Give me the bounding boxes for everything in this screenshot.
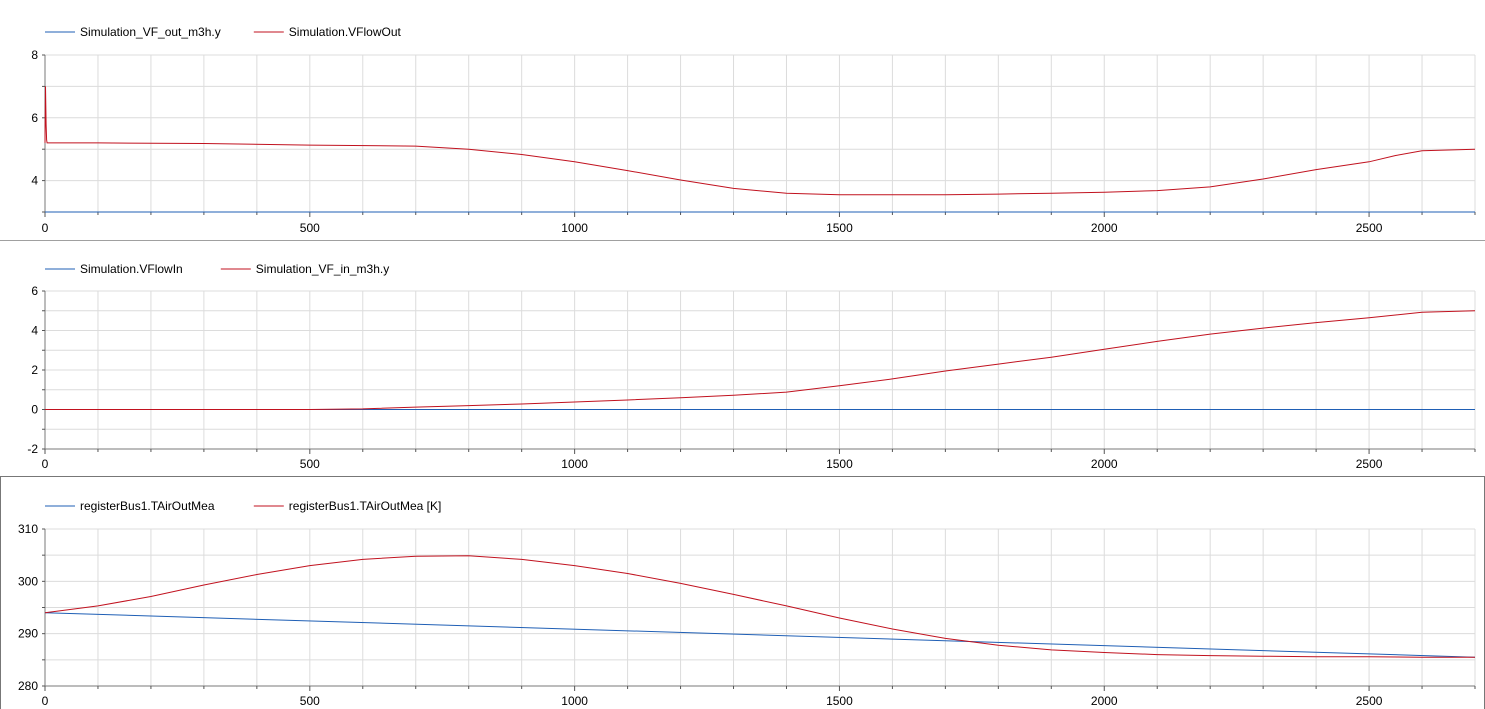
chart-panel-water-flow-rate[interactable]: registerBus1.TAirOutMea registerBus1.TAir…	[0, 476, 1485, 709]
x-tick-label: 500	[300, 694, 320, 708]
y-tick-label: -2	[27, 442, 38, 456]
x-tick-label: 500	[300, 457, 320, 471]
grid	[44, 54, 1476, 213]
y-tick-label: 4	[31, 174, 38, 188]
x-tick-label: 1000	[561, 694, 588, 708]
chart-panel-water-temperature[interactable]: Simulation.VFlowIn Simulation_VF_in_m3h.y…	[0, 240, 1485, 476]
y-tick-label: 6	[31, 111, 38, 125]
y-tick-label: 0	[31, 403, 38, 417]
chart-air-temperature: Simulation_VF_out_m3h.y Simulation.VFlowO…	[31, 25, 1476, 235]
x-tick-label: 2000	[1091, 694, 1118, 708]
y-tick-label: 2	[31, 363, 38, 377]
x-tick-label: 0	[42, 457, 49, 471]
x-tick-label: 1500	[826, 221, 853, 235]
series-line-blue	[44, 612, 1476, 658]
y-tick-label: 300	[18, 574, 38, 588]
grid	[44, 290, 1476, 450]
panel-divider	[0, 240, 1485, 241]
x-tick-label: 1500	[826, 457, 853, 471]
x-tick-label: 2500	[1356, 457, 1383, 471]
chart-water-temperature: Simulation.VFlowIn Simulation_VF_in_m3h.y…	[27, 262, 1476, 471]
legend-entry: Simulation_VF_in_m3h.y	[256, 262, 389, 276]
x-tick-label: 0	[42, 221, 49, 235]
x-tick-label: 2000	[1091, 457, 1118, 471]
y-tick-label: 310	[18, 522, 38, 536]
series-line-red	[44, 86, 1476, 196]
y-tick-label: 290	[18, 627, 38, 641]
grid	[44, 528, 1476, 687]
y-tick-label: 8	[31, 48, 38, 62]
x-tick-label: 1500	[826, 694, 853, 708]
legend-entry: Simulation.VFlowOut	[289, 25, 402, 39]
legend-entry: Simulation.VFlowIn	[80, 262, 183, 276]
legend-entry: registerBus1.TAirOutMea	[80, 499, 215, 513]
series-line-red	[45, 310, 1476, 410]
x-tick-label: 500	[300, 221, 320, 235]
legend-entry: Simulation_VF_out_m3h.y	[80, 25, 221, 39]
y-tick-label: 280	[18, 679, 38, 693]
x-tick-label: 2500	[1356, 221, 1383, 235]
legend-entry: registerBus1.TAirOutMea [K]	[289, 499, 442, 513]
x-tick-label: 2000	[1091, 221, 1118, 235]
x-tick-label: 1000	[561, 221, 588, 235]
x-tick-label: 2500	[1356, 694, 1383, 708]
x-tick-label: 0	[42, 694, 49, 708]
series-line-red	[44, 555, 1475, 658]
chart-panel-air-temperature[interactable]: Simulation_VF_out_m3h.y Simulation.VFlowO…	[0, 0, 1485, 240]
chart-water-flow-rate: registerBus1.TAirOutMea registerBus1.TAir…	[18, 499, 1476, 708]
y-tick-label: 4	[31, 324, 38, 338]
y-tick-label: 6	[31, 284, 38, 298]
x-tick-label: 1000	[561, 457, 588, 471]
